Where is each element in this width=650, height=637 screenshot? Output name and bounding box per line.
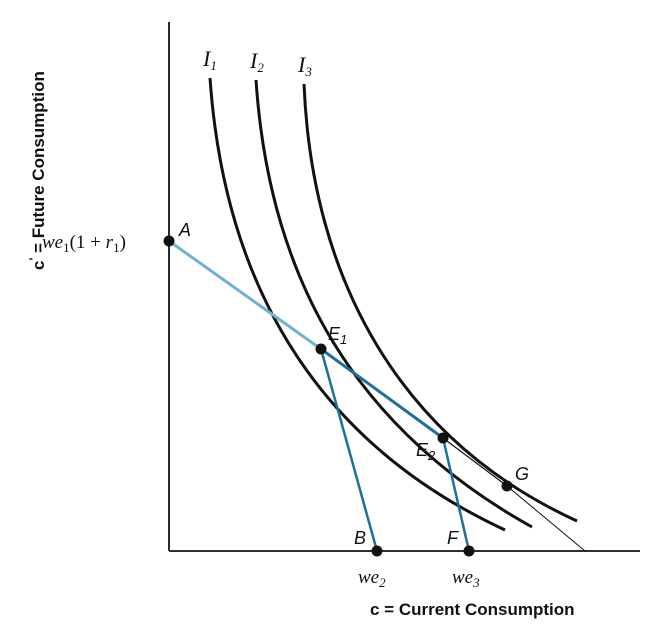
label-i1: I1 xyxy=(202,46,217,73)
budget-line-e2-g xyxy=(442,437,508,487)
point-f xyxy=(463,545,475,557)
label-a: A xyxy=(178,220,191,240)
point-e2 xyxy=(437,432,449,444)
budget-line-a-e1 xyxy=(168,239,322,351)
budget-extension-line xyxy=(506,485,586,552)
x-axis-title: c = Current Consumption xyxy=(370,600,574,619)
indifference-curve-i1 xyxy=(208,77,506,532)
label-b: B xyxy=(354,528,366,548)
label-e1: E1 xyxy=(328,324,347,347)
y-axis-title: c' = Future Consumption xyxy=(27,71,48,270)
budget-line-e1-b xyxy=(319,348,379,552)
label-f: F xyxy=(447,528,459,548)
label-g: G xyxy=(515,464,529,484)
label-i2: I2 xyxy=(249,48,264,75)
label-i3: I3 xyxy=(297,52,312,79)
y-intercept-label: we1(1 + r1) xyxy=(42,232,126,255)
budget-line-e1-e2 xyxy=(320,347,444,440)
point-g xyxy=(501,480,513,492)
indifference-curve-i3 xyxy=(302,83,578,523)
budget-line-e2-f xyxy=(441,437,471,552)
indifference-curve-i2 xyxy=(254,79,533,529)
tick-we2: we2 xyxy=(358,567,386,590)
point-e1 xyxy=(315,343,327,355)
point-a xyxy=(163,235,175,247)
tick-we3: we3 xyxy=(452,567,480,590)
label-e2: E2 xyxy=(416,440,436,463)
point-b xyxy=(371,545,383,557)
